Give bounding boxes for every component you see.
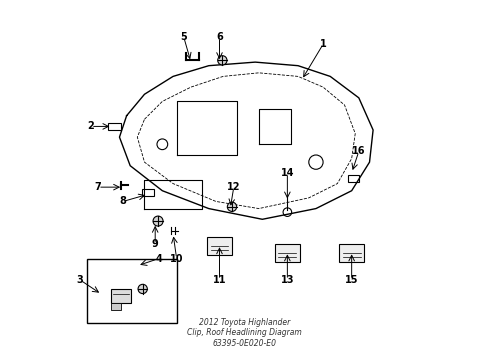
Circle shape [153, 216, 163, 226]
Bar [347, 175, 358, 182]
Circle shape [217, 56, 226, 65]
Text: 10: 10 [169, 253, 183, 264]
Text: 7: 7 [95, 182, 101, 192]
Text: 12: 12 [226, 182, 240, 192]
Circle shape [227, 202, 236, 211]
Text: 4: 4 [155, 253, 162, 264]
Bar [107, 122, 121, 130]
Bar [274, 244, 299, 262]
Text: 15: 15 [344, 275, 358, 285]
Bar [339, 244, 364, 262]
Text: 14: 14 [280, 168, 293, 178]
Text: 11: 11 [212, 275, 226, 285]
Bar [142, 189, 153, 196]
Text: 13: 13 [280, 275, 293, 285]
Text: 6: 6 [216, 32, 223, 42]
Text: 5: 5 [180, 32, 187, 42]
Bar [87, 258, 176, 323]
Text: 3: 3 [77, 275, 83, 285]
Bar [206, 237, 231, 255]
Text: 2: 2 [87, 121, 94, 131]
Text: 1: 1 [319, 39, 326, 49]
Text: 16: 16 [351, 147, 365, 157]
Bar [110, 303, 121, 310]
Bar [111, 289, 131, 303]
Text: 8: 8 [120, 197, 126, 206]
Text: 2012 Toyota Highlander
Clip, Roof Headlining Diagram
63395-0E020-E0: 2012 Toyota Highlander Clip, Roof Headli… [187, 318, 301, 348]
Text: 9: 9 [151, 239, 158, 249]
Circle shape [138, 284, 147, 294]
